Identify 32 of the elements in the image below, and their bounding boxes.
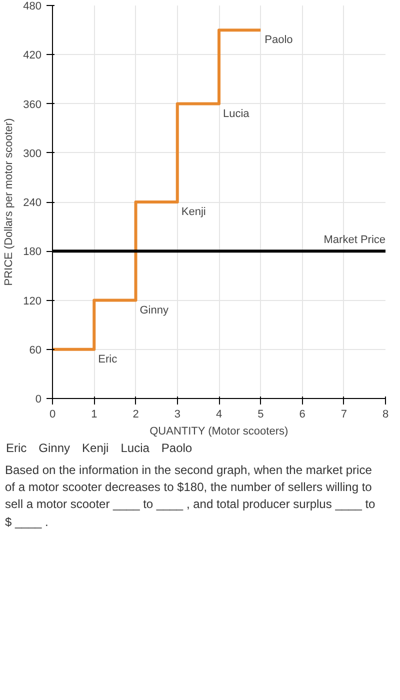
- x-tick-label: 2: [132, 408, 139, 420]
- x-tick-label: 8: [382, 408, 389, 420]
- text: Eric: [6, 440, 27, 457]
- annotation: Kenji: [181, 206, 206, 218]
- text: Based on the information in the second graph, when the market price of a motor scooter decreases to $180, the number of sellers willing to sell a motor scooter ____ to ____ , and total producer surplus ____ to $ ____ .: [5, 462, 376, 531]
- text: Ginny: [38, 440, 70, 457]
- x-tick-label: 1: [91, 408, 98, 420]
- annotation: Paolo: [264, 34, 293, 46]
- y-tick-label: 0: [35, 394, 42, 406]
- x-tick-label: 6: [299, 408, 306, 420]
- y-tick-label: 360: [23, 98, 42, 111]
- x-axis-title: QUANTITY (Motor scooters): [150, 426, 288, 438]
- y-tick-label: 240: [23, 197, 42, 209]
- x-tick-label: 3: [174, 408, 180, 420]
- text: Kenji: [82, 440, 109, 457]
- text: Lucia: [120, 440, 150, 457]
- y-axis-title: PRICE (Dollars per motor scooter): [3, 118, 16, 286]
- annotation: Lucia: [223, 108, 250, 120]
- x-tick-label: 7: [340, 408, 347, 420]
- y-tick-label: 300: [23, 148, 42, 160]
- y-tick-label: 420: [23, 50, 42, 62]
- text: Paolo: [161, 440, 192, 457]
- ref-line-label: Market Price: [324, 234, 386, 246]
- y-tick-label: 60: [29, 344, 42, 356]
- annotation: Ginny: [140, 304, 169, 316]
- annotation: Eric: [98, 353, 118, 366]
- y-tick-label: 480: [23, 0, 42, 12]
- x-tick-label: 4: [216, 408, 222, 420]
- x-tick-label: 5: [258, 408, 264, 420]
- y-tick-label: 180: [23, 246, 42, 258]
- x-tick-label: 0: [49, 408, 56, 420]
- y-tick-label: 120: [23, 295, 42, 308]
